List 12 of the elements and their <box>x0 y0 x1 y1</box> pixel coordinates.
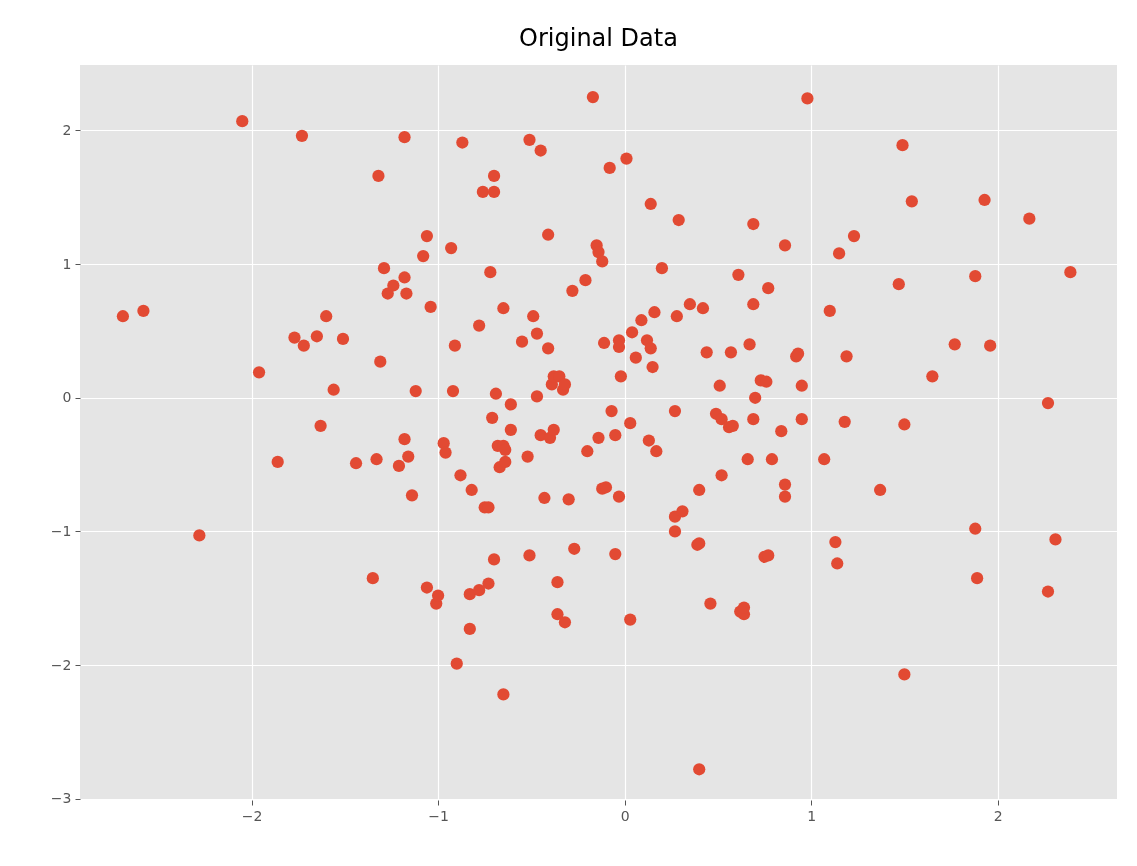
chart-title: Original Data <box>519 24 678 52</box>
y-tick-label: −2 <box>50 656 72 673</box>
y-tick-label: 1 <box>62 255 72 272</box>
x-tick-label: 1 <box>807 807 817 824</box>
x-tick-label: 2 <box>993 807 1003 824</box>
y-tick-label: 0 <box>62 389 72 406</box>
x-tick-label: −1 <box>428 807 449 824</box>
y-tick-label: 2 <box>62 121 72 138</box>
y-tick-label: −1 <box>50 522 72 539</box>
x-tick-label: −2 <box>241 807 263 824</box>
y-tick-label: −3 <box>50 790 72 807</box>
x-tick-label: 0 <box>620 807 630 824</box>
